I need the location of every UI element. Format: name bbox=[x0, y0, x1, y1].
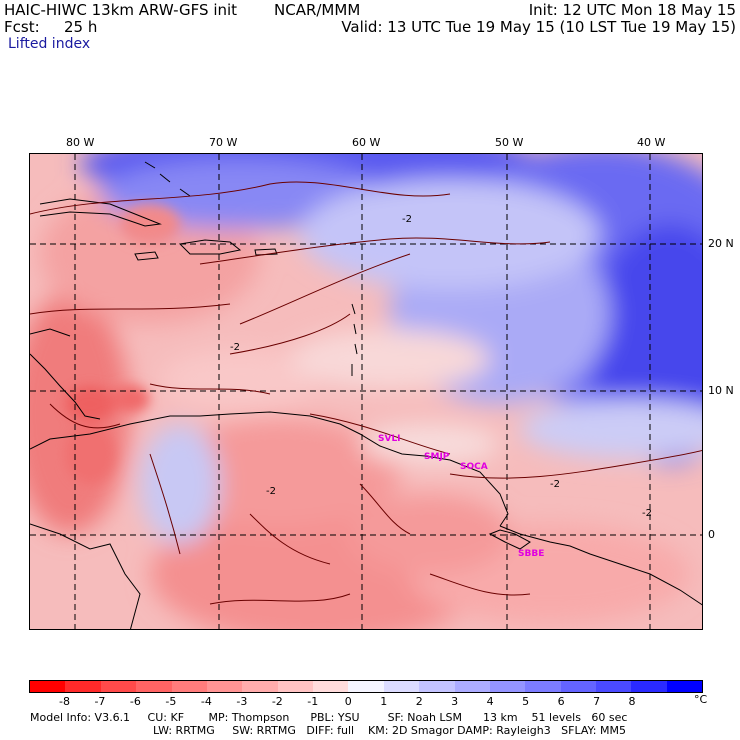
forecast-hour: 25 h bbox=[64, 18, 98, 36]
lifted-index-map: -2 -2 -2 -2 -2 SVLI SMJP SOCA SBBE bbox=[29, 153, 703, 630]
lat-label: 20 N bbox=[708, 237, 734, 250]
colorbar-swatch bbox=[277, 681, 313, 692]
lon-label: 60 W bbox=[352, 136, 381, 149]
colorbar-tick-label: 7 bbox=[593, 695, 601, 708]
colorbar-tick-label: 2 bbox=[415, 695, 423, 708]
contour-label: -2 bbox=[266, 486, 276, 497]
colorbar-swatch bbox=[454, 681, 490, 692]
colorbar-tick-label: 5 bbox=[522, 695, 530, 708]
colorbar-swatch bbox=[666, 681, 703, 692]
contour-label: -2 bbox=[642, 508, 652, 519]
lon-label: 40 W bbox=[637, 136, 666, 149]
colorbar-tick-label: 3 bbox=[451, 695, 459, 708]
station-label: SVLI bbox=[378, 434, 401, 444]
model-info-line1: Model Info: V3.6.1 CU: KF MP: Thompson P… bbox=[30, 711, 628, 724]
colorbar-swatch bbox=[348, 681, 384, 692]
colorbar-tick-label: 4 bbox=[486, 695, 494, 708]
station-label: SOCA bbox=[460, 462, 488, 472]
lat-label: 0 bbox=[708, 528, 715, 541]
colorbar-tick-label: -4 bbox=[200, 695, 212, 708]
station-label: SMJP bbox=[424, 452, 450, 462]
colorbar-swatch bbox=[242, 681, 278, 692]
colorbar-tick-label: 0 bbox=[344, 695, 352, 708]
colorbar-swatch bbox=[383, 681, 420, 692]
color-bar bbox=[29, 680, 703, 693]
colorbar-tick-label: -5 bbox=[165, 695, 177, 708]
colorbar-swatch bbox=[596, 681, 632, 692]
colorbar-tick-label: -2 bbox=[271, 695, 283, 708]
init-time: Init: 12 UTC Mon 18 May 15 bbox=[528, 1, 736, 19]
colorbar-swatch bbox=[171, 681, 207, 692]
colorbar-swatch bbox=[313, 681, 349, 692]
model-info-line2: LW: RRTMG SW: RRTMG DIFF: full KM: 2D Sm… bbox=[153, 724, 626, 737]
forecast-label: Fcst: bbox=[4, 18, 40, 36]
colorbar-tick-label: -6 bbox=[129, 695, 141, 708]
model-title: HAIC-HIWC 13km ARW-GFS init bbox=[4, 1, 238, 19]
lon-label: 50 W bbox=[495, 136, 524, 149]
colorbar-swatch bbox=[419, 681, 455, 692]
lon-label: 70 W bbox=[209, 136, 238, 149]
contour-label: -2 bbox=[230, 342, 240, 353]
map-field: -2 -2 -2 -2 -2 bbox=[30, 154, 702, 629]
field-name: Lifted index bbox=[8, 36, 91, 52]
colorbar-swatch bbox=[489, 681, 526, 692]
colorbar-tick-label: -7 bbox=[94, 695, 106, 708]
colorbar-swatch bbox=[631, 681, 667, 692]
colorbar-unit: °C bbox=[694, 693, 708, 706]
lon-label: 80 W bbox=[66, 136, 95, 149]
colorbar-swatch bbox=[65, 681, 101, 692]
colorbar-swatch bbox=[525, 681, 561, 692]
colorbar-swatch bbox=[560, 681, 596, 692]
colorbar-swatch bbox=[30, 681, 66, 692]
colorbar-swatch bbox=[206, 681, 243, 692]
lat-label: 10 N bbox=[708, 384, 734, 397]
valid-time: Valid: 13 UTC Tue 19 May 15 (10 LST Tue … bbox=[341, 18, 736, 36]
colorbar-tick-label: 1 bbox=[380, 695, 388, 708]
colorbar-tick-label: -3 bbox=[236, 695, 248, 708]
colorbar-swatch bbox=[136, 681, 172, 692]
colorbar-tick-label: 6 bbox=[557, 695, 565, 708]
org-label: NCAR/MMM bbox=[274, 1, 361, 19]
station-label: SBBE bbox=[518, 549, 545, 559]
contour-label: -2 bbox=[402, 214, 412, 225]
colorbar-tick-label: -8 bbox=[58, 695, 70, 708]
colorbar-swatch bbox=[100, 681, 137, 692]
contour-label: -2 bbox=[550, 479, 560, 490]
colorbar-tick-label: 8 bbox=[628, 695, 636, 708]
colorbar-tick-label: -1 bbox=[307, 695, 319, 708]
